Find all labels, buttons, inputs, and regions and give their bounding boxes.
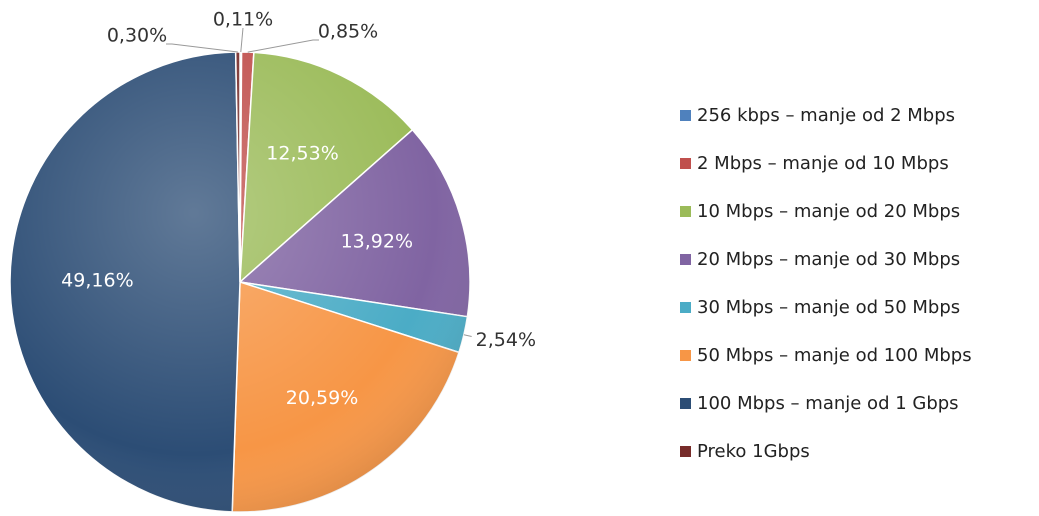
legend-label: 100 Mbps – manje od 1 Gbps [697,393,959,414]
legend-swatch [680,254,691,265]
slice-label: 0,11% [213,9,273,31]
legend-swatch [680,110,691,121]
leader-line [240,27,244,53]
legend-swatch [680,398,691,409]
slice-label: 12,53% [266,142,338,164]
legend-swatch [680,206,691,217]
legend-label: 30 Mbps – manje od 50 Mbps [697,297,960,318]
slice-label: 13,92% [341,230,413,252]
legend-swatch [680,302,691,313]
legend-swatch [680,446,691,457]
leader-line [247,39,319,53]
slice-label: 0,30% [107,25,167,47]
legend-swatch [680,158,691,169]
legend-label: 256 kbps – manje od 2 Mbps [697,105,955,126]
legend-label: Preko 1Gbps [697,441,810,462]
legend-label: 20 Mbps – manje od 30 Mbps [697,249,960,270]
legend-label: 10 Mbps – manje od 20 Mbps [697,201,960,222]
slice-label: 2,54% [476,329,536,351]
leader-line [166,43,238,53]
legend-label: 2 Mbps – manje od 10 Mbps [697,153,949,174]
slice-label: 49,16% [61,269,133,291]
leader-line [463,334,472,338]
legend-swatch [680,350,691,361]
slice-label: 0,85% [318,21,378,43]
legend-label: 50 Mbps – manje od 100 Mbps [697,345,972,366]
slice-label: 20,59% [286,387,358,409]
